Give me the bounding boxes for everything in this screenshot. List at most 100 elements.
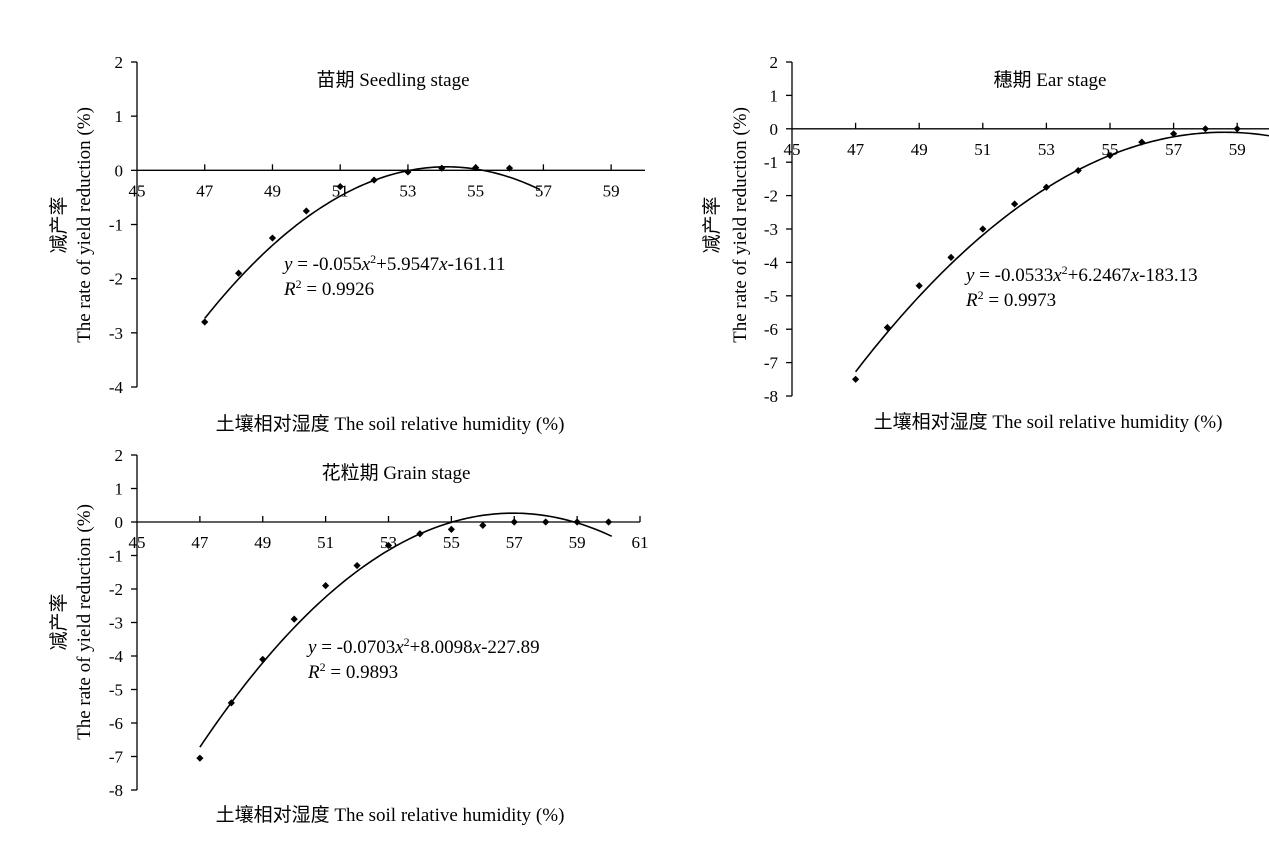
data-point (1074, 166, 1082, 175)
x-tick-label: 61 (632, 533, 649, 552)
y-tick-label: -5 (764, 287, 778, 306)
fit-curve (199, 512, 613, 748)
chart-panel-1: 2 1 0 -1 -2 -3 -4 45 47 49 51 53 55 57 59 苗期 Seedling s… (48, 53, 645, 435)
data-point (947, 253, 955, 261)
y-tick-label: -6 (764, 320, 778, 339)
y-axis-title-en: The rate of yield reduction (%) (730, 107, 751, 343)
x-tick-label: 57 (535, 181, 553, 200)
x-axis-title: 土壤相对湿度 The soil relative humidity (%) (874, 411, 1223, 433)
panel-title: 苗期 Seedling stage (316, 69, 469, 91)
data-point (353, 561, 361, 570)
x-tick-label: 49 (911, 140, 928, 159)
y-tick-label: 1 (115, 480, 124, 499)
data-point (1170, 130, 1178, 138)
data-point (1106, 151, 1114, 160)
r-squared: R2 = 0.9893 (307, 660, 398, 683)
x-tick-label: 47 (847, 140, 865, 159)
x-tick-label: 49 (254, 533, 271, 552)
y-axis-title-cn: 减产率 (701, 196, 723, 253)
data-point (322, 582, 330, 590)
x-tick-label: 45 (784, 140, 801, 159)
x-tick-label: 59 (1229, 140, 1246, 159)
data-point (259, 655, 267, 663)
data-point (384, 541, 393, 550)
data-point (1233, 125, 1241, 133)
y-tick-label: -4 (764, 253, 779, 272)
x-tick-label: 55 (443, 533, 460, 552)
data-point (1042, 183, 1050, 191)
y-axis-title-en: The rate of yield reduction (%) (74, 107, 95, 343)
x-tick-label: 59 (569, 533, 586, 552)
data-point (302, 207, 310, 215)
y-tick-label: -1 (109, 216, 123, 235)
data-point (472, 164, 480, 172)
data-point (479, 521, 487, 529)
y-tick-label: 2 (770, 53, 779, 72)
data-point (268, 234, 277, 242)
y-axis-title-en: The rate of yield reduction (%) (74, 504, 95, 740)
y-tick-label: -2 (109, 580, 123, 599)
data-point (510, 518, 518, 526)
y-tick-label: -8 (764, 387, 778, 406)
panel-title: 花粒期 Grain stage (322, 462, 471, 484)
x-tick-label: 45 (129, 181, 146, 200)
regression-equation: y = -0.055x2+5.9547x-161.11 (282, 252, 505, 275)
y-tick-label: 0 (770, 120, 779, 139)
y-tick-label: 0 (115, 161, 124, 180)
x-tick-label: 55 (467, 181, 484, 200)
x-tick-label: 53 (399, 181, 416, 200)
y-tick-label: -3 (109, 324, 123, 343)
x-tick-label: 57 (506, 533, 524, 552)
data-point (290, 615, 298, 623)
y-tick-label: -3 (109, 614, 123, 633)
data-point (573, 518, 581, 526)
data-point (1011, 200, 1019, 208)
data-point (915, 282, 923, 290)
y-tick-label: -7 (764, 354, 779, 373)
r-squared: R2 = 0.9926 (283, 277, 374, 300)
data-point (235, 269, 243, 277)
y-tick-label: -4 (109, 378, 124, 397)
fit-curve (854, 131, 1269, 373)
y-tick-label: -2 (109, 270, 123, 289)
x-tick-label: 53 (1038, 140, 1055, 159)
y-axis-title-cn: 减产率 (48, 593, 70, 650)
x-axis-title: 土壤相对湿度 The soil relative humidity (%) (216, 804, 565, 826)
data-point (883, 323, 891, 332)
x-tick-label: 47 (196, 181, 214, 200)
regression-equation: y = -0.0533x2+6.2467x-183.13 (964, 263, 1198, 286)
x-tick-label: 49 (264, 181, 281, 200)
y-tick-label: 1 (770, 86, 779, 105)
y-axis-title-cn: 减产率 (48, 196, 70, 253)
y-tick-label: 2 (115, 446, 124, 465)
y-tick-label: -1 (109, 547, 123, 566)
x-tick-label: 51 (974, 140, 991, 159)
data-point (604, 518, 613, 526)
data-point (979, 225, 987, 233)
r-squared: R2 = 0.9973 (965, 288, 1056, 311)
y-tick-label: -4 (109, 647, 124, 666)
y-tick-label: -6 (109, 714, 123, 733)
regression-equation: y = -0.0703x2+8.0098x-227.89 (306, 635, 540, 658)
data-point (370, 176, 378, 184)
y-tick-label: -2 (764, 187, 778, 206)
y-tick-label: -5 (109, 681, 123, 700)
x-tick-label: 51 (317, 533, 334, 552)
data-point (852, 375, 860, 383)
x-tick-label: 51 (332, 181, 349, 200)
x-tick-label: 57 (1165, 140, 1183, 159)
data-point (438, 164, 446, 172)
x-tick-label: 59 (603, 181, 620, 200)
data-point (505, 164, 514, 172)
data-point (1138, 138, 1146, 146)
data-point (404, 168, 412, 176)
x-tick-label: 45 (129, 533, 146, 552)
data-point (336, 182, 344, 191)
data-point (416, 530, 424, 538)
x-axis-title: 土壤相对湿度 The soil relative humidity (%) (216, 413, 565, 435)
data-point (196, 754, 204, 762)
data-point (201, 318, 209, 326)
data-point (1201, 125, 1209, 133)
data-point (542, 518, 550, 526)
